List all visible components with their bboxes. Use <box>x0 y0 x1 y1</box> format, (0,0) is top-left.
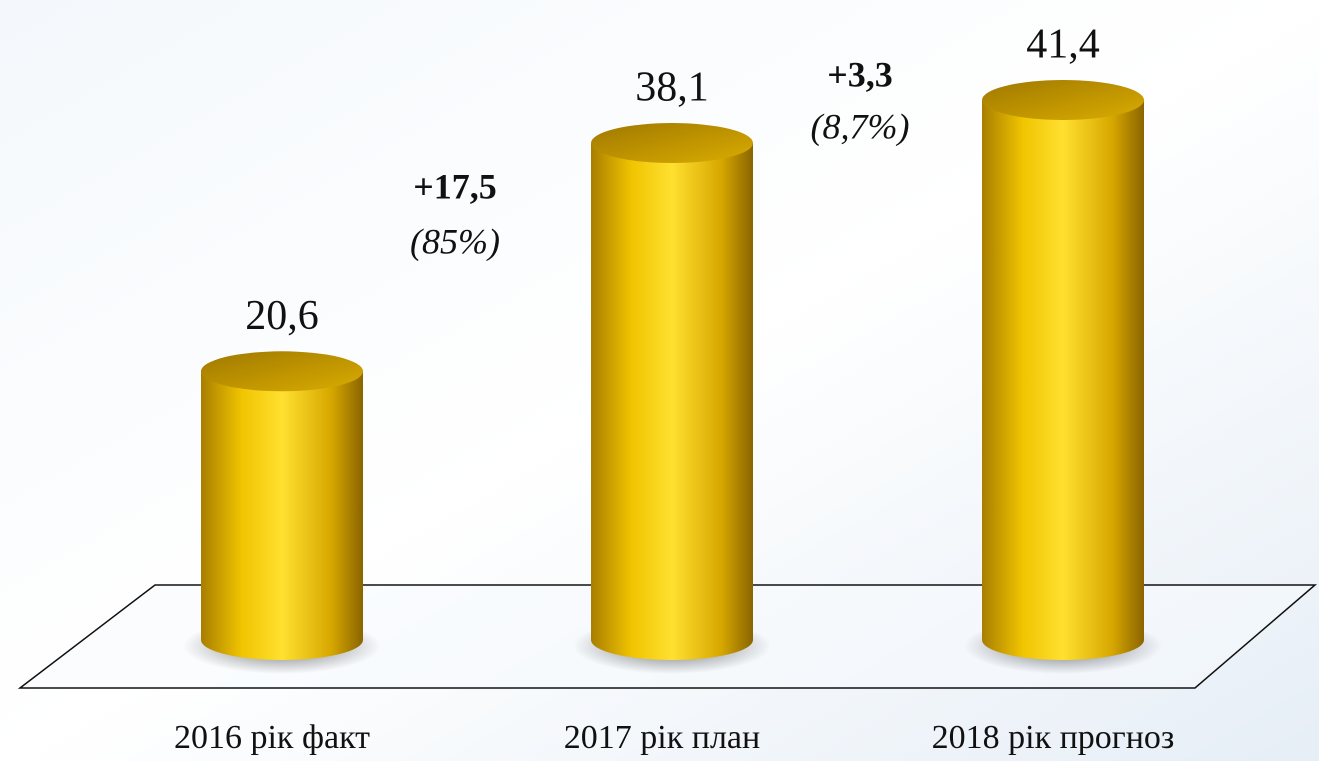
bars <box>183 80 1162 674</box>
bar-top <box>201 351 363 392</box>
bar-top <box>982 80 1144 120</box>
x-tick-label: 2017 рік план <box>564 719 760 756</box>
bar <box>982 100 1144 660</box>
annotation-percent: (8,7%) <box>811 106 910 146</box>
value-label: 41,4 <box>1026 22 1100 68</box>
x-tick-label: 2018 рік прогноз <box>932 719 1175 756</box>
bar <box>201 371 363 660</box>
bar-top <box>591 123 753 164</box>
value-label: 20,6 <box>245 293 319 339</box>
bar <box>591 143 753 661</box>
annotation-change: +17,5 <box>413 166 497 206</box>
annotation-change: +3,3 <box>827 54 893 94</box>
value-label: 38,1 <box>635 65 709 111</box>
annotation-percent: (85%) <box>410 221 500 261</box>
x-tick-label: 2016 рік факт <box>174 719 370 756</box>
